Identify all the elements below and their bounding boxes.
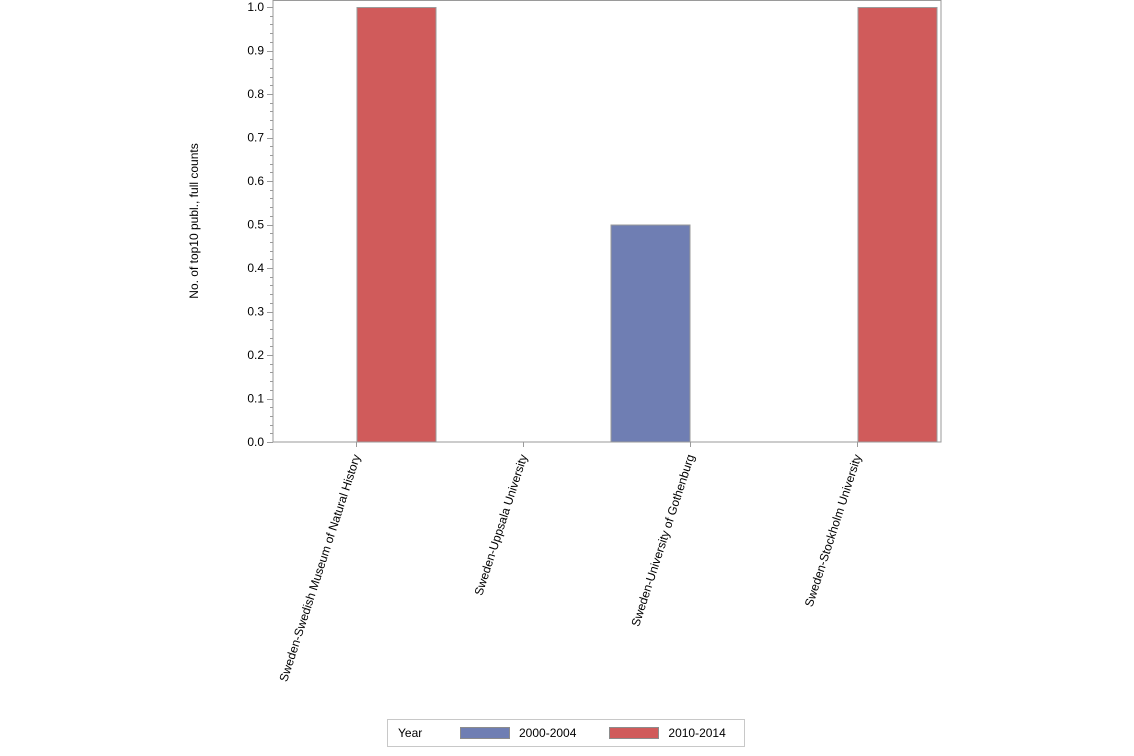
bar-2010-2014 (356, 7, 437, 443)
bar-2010-2014 (857, 7, 938, 443)
y-tick-label: 0.2 (247, 348, 264, 362)
bars (356, 7, 938, 447)
y-tick-label: 0.3 (247, 305, 264, 319)
legend-title: Year (398, 726, 423, 740)
y-tick-label: 0.6 (247, 174, 264, 188)
legend-entry-2010-2014: 2010-2014 (609, 726, 726, 740)
y-axis: 0.0 0.1 0.2 0.3 0.4 0.5 0.6 0.7 0.8 0.9 1.0 (247, 0, 273, 449)
x-category-label: Sweden-Stockholm University (802, 453, 865, 609)
legend-label-2000-2004: 2000-2004 (519, 726, 577, 740)
y-tick-label: 0.5 (247, 218, 264, 232)
y-tick-label: 0.0 (247, 435, 264, 449)
y-tick-label: 0.7 (247, 131, 264, 145)
legend-label-2010-2014: 2010-2014 (668, 726, 726, 740)
legend-swatch-2000-2004 (460, 727, 510, 739)
y-axis-title: No. of top10 publ., full counts (187, 143, 201, 298)
legend-entry-2000-2004: 2000-2004 (460, 726, 576, 740)
legend-swatch-2010-2014 (609, 727, 660, 739)
chart-legend: Year 2000-2004 2010-2014 (387, 719, 745, 747)
y-tick-label: 0.1 (247, 392, 264, 406)
x-category-label: Sweden-Uppsala University (471, 453, 530, 598)
y-tick-label: 1.0 (247, 0, 264, 14)
y-tick-label: 0.8 (247, 87, 264, 101)
x-category-label: Sweden-Swedish Museum of Natural History (276, 453, 363, 684)
x-category-label: Sweden-University of Gothenburg (628, 453, 697, 629)
y-tick-label: 0.4 (247, 261, 264, 275)
y-tick-label: 0.9 (247, 44, 264, 58)
bar-2000-2004 (610, 224, 691, 443)
